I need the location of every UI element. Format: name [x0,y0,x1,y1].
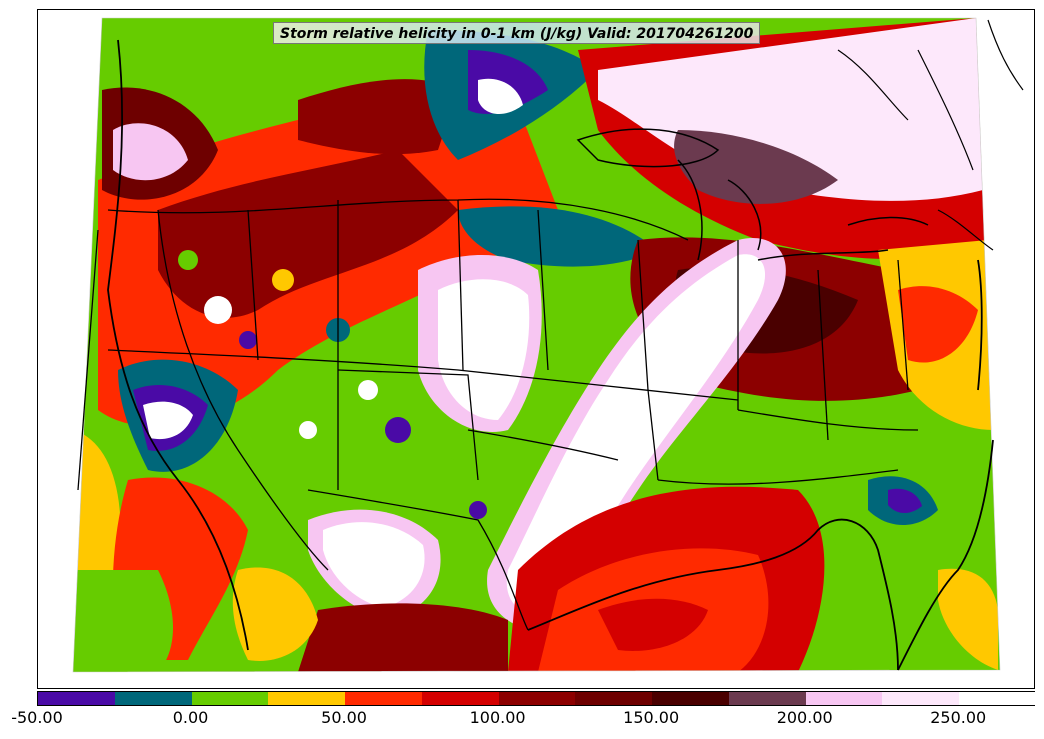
colorbar-tick-label: 150.00 [623,708,680,727]
colorbar-tick-label: -50.00 [11,708,63,727]
colorbar-segment [498,692,576,705]
colorbar-segment [114,692,192,705]
colorbar-segment [728,692,806,705]
colorbar-tick-label: 0.00 [172,708,209,727]
helicity-field [73,18,1000,672]
colorbar-tick-label: 50.00 [321,708,367,727]
map-title: Storm relative helicity in 0-1 km (J/kg)… [273,22,761,44]
colorbar-segment [345,692,422,705]
state-boundaries [77,198,919,631]
coastlines [107,39,994,671]
colorbar-segment [575,692,653,705]
colorbar-segment [191,692,269,705]
map-panel: Storm relative helicity in 0-1 km (J/kg)… [37,9,1035,689]
colorbar [37,691,1036,706]
colorbar-tick-labels: -50.00 0.00 50.00 100.00 150.00 200.00 250.00 [0,708,1044,732]
colorbar-segment [882,692,960,705]
great-lakes [576,128,929,261]
colorbar-segment [652,692,729,705]
helicity-map [72,17,1024,673]
colorbar-segment [805,692,883,705]
colorbar-tick-label: 200.00 [776,708,833,727]
colorbar-segment [421,692,499,705]
colorbar-segment [959,692,1036,705]
canada-features [837,19,1024,251]
colorbar-segment [38,692,115,705]
colorbar-tick-label: 100.00 [469,708,526,727]
colorbar-tick-label: 250.00 [930,708,987,727]
colorbar-segment [268,692,346,705]
